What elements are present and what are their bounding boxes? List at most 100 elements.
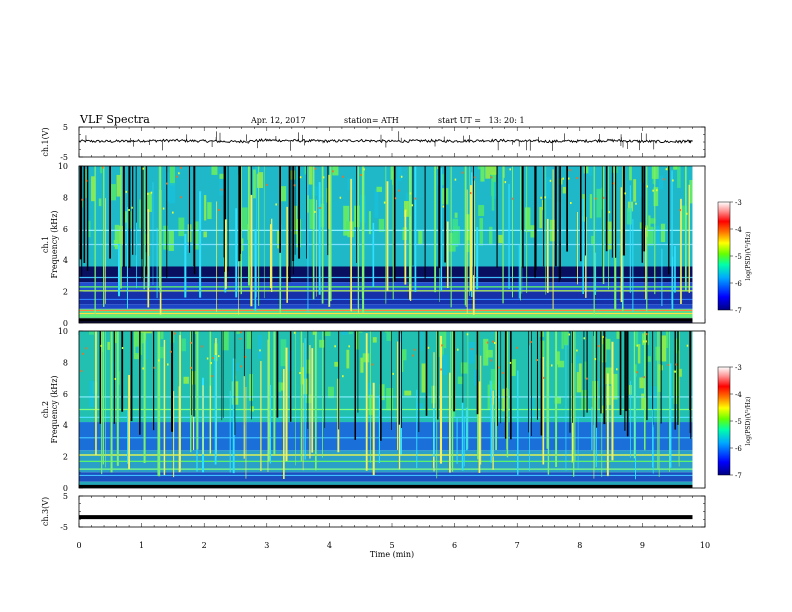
y-tick-label: -5 xyxy=(60,523,68,532)
spectrogram-speckle xyxy=(612,182,615,185)
spectrogram-texture xyxy=(306,359,311,374)
spectrogram-speckle xyxy=(240,365,242,368)
y-tick-label: 4 xyxy=(63,421,68,430)
spectrogram-texture xyxy=(568,331,571,350)
spectrogram-texture xyxy=(660,223,666,243)
spectrogram-texture xyxy=(397,166,402,182)
spectrogram-texture xyxy=(421,363,426,393)
y-tick-label: 6 xyxy=(63,390,68,399)
spectrogram-texture xyxy=(654,225,660,244)
spectrogram-speckle xyxy=(176,175,178,178)
panel-frame xyxy=(78,126,706,158)
spectrogram-texture xyxy=(253,169,256,199)
spectrogram-speckle xyxy=(409,192,412,195)
spectrogram-texture xyxy=(390,166,393,180)
spectrogram-texture xyxy=(311,186,318,196)
y-axis-label: Frequency (kHz) xyxy=(50,210,59,278)
y-tick-label: 2 xyxy=(63,288,68,297)
spectrogram-texture xyxy=(386,331,392,341)
spectrogram-speckle xyxy=(461,171,464,174)
spectrogram-speckle xyxy=(562,177,564,180)
spectrogram-speckle xyxy=(239,337,241,340)
spectrogram-texture xyxy=(633,179,637,202)
spectrogram-speckle xyxy=(686,212,688,215)
spectrogram-speckle xyxy=(142,367,144,370)
spectrogram-speckle xyxy=(190,366,192,369)
colorbar-label: log(PSD)(V²/Hz) xyxy=(745,397,752,446)
spectrogram-texture xyxy=(492,182,498,199)
spectrogram-texture xyxy=(358,331,363,333)
x-tick-label: 9 xyxy=(640,541,645,550)
x-tick-label: 2 xyxy=(202,541,207,550)
y-tick-label: 5 xyxy=(63,492,68,501)
spectrogram-speckle xyxy=(170,350,172,353)
x-tick-label: 10 xyxy=(700,541,710,550)
spectrogram-speckle xyxy=(114,377,117,380)
spectrogram-speckle xyxy=(80,370,83,373)
spectrogram-texture xyxy=(168,183,176,204)
y-tick-label: 8 xyxy=(63,358,68,367)
spectrogram-texture xyxy=(539,206,543,229)
spectrogram-speckle xyxy=(100,344,102,347)
spectrogram-speckle xyxy=(543,376,545,379)
spectrogram-speckle xyxy=(509,168,511,171)
ch1-voltage-panel: 5 -5 ch.1(V) xyxy=(41,123,706,162)
ch1-voltage-line xyxy=(78,138,693,144)
spectrogram-texture xyxy=(255,166,260,174)
ch1-colorbar: -3 -4 -5 -6 -7 log(PSD)(V²/Hz) xyxy=(717,199,752,315)
spectrogram-texture xyxy=(178,217,185,237)
spectrogram-speckle xyxy=(82,352,84,355)
spectrogram-speckle xyxy=(646,185,648,188)
spectrogram-speckle xyxy=(322,176,325,179)
spectrogram-texture xyxy=(489,226,493,246)
spectrogram-speckle xyxy=(656,189,658,192)
colorbar-label: log(PSD)(V²/Hz) xyxy=(745,232,752,281)
spectrogram-texture xyxy=(477,166,482,170)
spectrogram-texture xyxy=(650,218,656,224)
spectrogram-speckle xyxy=(158,359,160,362)
spectrogram-speckle xyxy=(212,357,214,360)
spectrogram-texture xyxy=(555,351,560,365)
spectrogram-texture xyxy=(646,356,651,362)
spectrogram-texture xyxy=(554,396,562,404)
spectrogram-speckle xyxy=(173,332,176,335)
spectrogram-speckle xyxy=(469,192,472,195)
spectrogram-speckle xyxy=(201,345,203,348)
no-data-region xyxy=(692,331,705,488)
spectrogram-speckle xyxy=(142,167,144,170)
spectrogram-texture xyxy=(591,235,594,246)
spectrogram-texture xyxy=(277,230,281,249)
spectrogram-speckle xyxy=(603,196,605,199)
spectrogram-texture xyxy=(665,331,669,349)
spectrogram-speckle xyxy=(530,341,532,344)
spectrogram-texture xyxy=(309,199,315,229)
spectrogram-texture xyxy=(181,338,186,352)
spectrogram-texture xyxy=(119,225,125,246)
spectrogram-speckle xyxy=(586,377,588,380)
spectrogram-texture xyxy=(211,166,218,175)
spectrogram-texture xyxy=(660,335,667,362)
spectrogram-texture xyxy=(207,202,212,220)
spectrogram-texture xyxy=(236,362,239,372)
spectrogram-texture xyxy=(135,346,139,353)
spectrogram-texture xyxy=(360,357,364,373)
spectrogram-speckle xyxy=(636,344,639,347)
spectrogram-speckle xyxy=(427,346,430,349)
spectrogram-speckle xyxy=(131,206,133,209)
spectrogram-texture xyxy=(200,331,207,332)
spectrogram-texture xyxy=(420,331,423,351)
spectrogram-texture xyxy=(583,361,588,379)
spectrogram-speckle xyxy=(457,348,459,351)
spectrogram-speckle xyxy=(471,348,473,351)
spectrogram-speckle xyxy=(314,210,316,213)
spectrogram-texture xyxy=(204,195,207,221)
spectrogram-band xyxy=(79,481,693,488)
spectrogram-texture xyxy=(241,207,248,231)
colorbar-gradient xyxy=(717,201,731,311)
spectrogram-speckle xyxy=(218,208,220,211)
spectrogram-speckle xyxy=(454,178,457,181)
spectrogram-texture xyxy=(457,376,463,384)
spectrogram-speckle xyxy=(551,364,553,367)
spectrogram-band xyxy=(79,422,693,451)
panel-frame xyxy=(78,495,706,528)
